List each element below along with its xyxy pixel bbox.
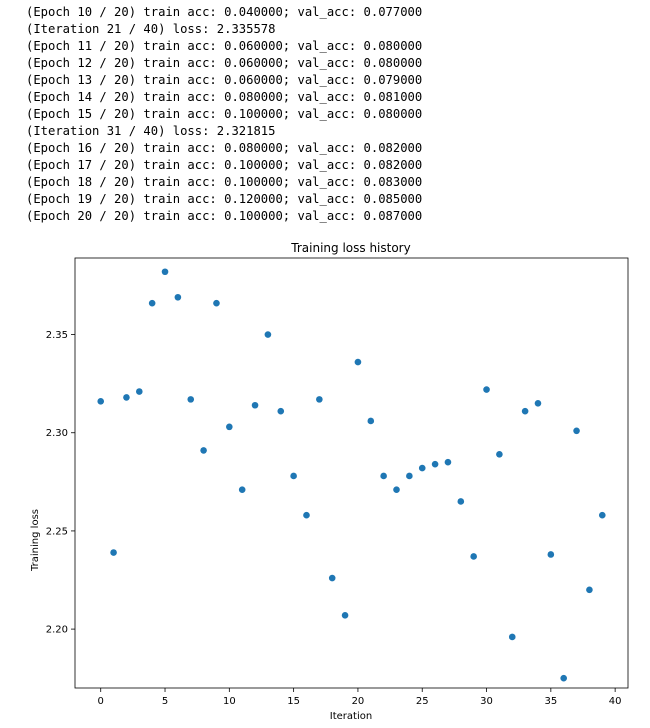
log-line: (Iteration 21 / 40) loss: 2.335578 [26, 22, 276, 36]
log-line: (Epoch 16 / 20) train acc: 0.080000; val… [26, 141, 423, 155]
data-point [97, 398, 105, 405]
data-point [444, 458, 452, 466]
data-point [534, 399, 542, 407]
data-point [264, 331, 272, 338]
log-line: (Epoch 12 / 20) train acc: 0.060000; val… [26, 56, 423, 70]
data-point [161, 268, 169, 276]
scatter-points [97, 268, 606, 682]
data-point [110, 549, 117, 556]
data-point [560, 674, 567, 682]
data-point [290, 472, 297, 480]
log-line: (Epoch 10 / 20) train acc: 0.040000; val… [26, 5, 423, 19]
x-tick-label: 0 [98, 696, 104, 707]
data-point [148, 299, 156, 307]
x-tick-label: 40 [609, 696, 622, 707]
data-point [238, 486, 246, 493]
x-tick-label: 35 [544, 696, 557, 707]
x-tick-label: 30 [480, 696, 493, 707]
data-point [406, 472, 413, 480]
data-point [277, 407, 285, 415]
y-tick-label: 2.20 [46, 625, 68, 636]
data-point [251, 401, 259, 409]
training-loss-chart: Training loss history 0 5 10 15 20 25 30 35 40 2… [30, 241, 629, 722]
data-point [573, 427, 580, 435]
log-line: (Epoch 18 / 20) train acc: 0.100000; val… [26, 175, 423, 189]
data-point [303, 511, 310, 519]
training-log-output: (Epoch 10 / 20) train acc: 0.040000; val… [26, 4, 422, 225]
data-point [136, 388, 143, 395]
x-tick-label: 25 [416, 696, 429, 707]
data-point [200, 447, 207, 454]
data-point [123, 394, 130, 401]
data-point [213, 299, 220, 307]
data-point [483, 386, 490, 393]
log-line: (Epoch 15 / 20) train acc: 0.100000; val… [26, 107, 423, 121]
data-point [174, 293, 182, 301]
data-point [418, 464, 426, 472]
log-line: (Iteration 31 / 40) loss: 2.321815 [26, 124, 276, 138]
y-tick-label: 2.35 [46, 330, 68, 341]
data-point [431, 460, 439, 468]
x-axis-label: Iteration [330, 711, 372, 722]
data-point [328, 574, 336, 582]
data-point [457, 498, 465, 505]
log-line: (Epoch 11 / 20) train acc: 0.060000; val… [26, 39, 423, 53]
data-point [316, 396, 323, 403]
y-axis-ticks: 2.20 2.25 2.30 2.35 [46, 330, 75, 636]
data-point [341, 612, 349, 619]
data-point [521, 407, 529, 415]
data-point [187, 396, 195, 403]
y-tick-label: 2.25 [46, 526, 68, 537]
log-line: (Epoch 14 / 20) train acc: 0.080000; val… [26, 90, 423, 104]
log-line: (Epoch 13 / 20) train acc: 0.060000; val… [26, 73, 423, 87]
y-axis-label: Training loss [30, 509, 41, 572]
data-point [470, 553, 477, 560]
data-point [586, 586, 593, 594]
data-point [354, 358, 362, 366]
data-point [598, 511, 606, 519]
log-line: (Epoch 19 / 20) train acc: 0.120000; val… [26, 192, 423, 206]
data-point [496, 451, 503, 458]
x-tick-label: 20 [352, 696, 365, 707]
log-line: (Epoch 20 / 20) train acc: 0.100000; val… [26, 209, 423, 223]
x-tick-label: 10 [223, 696, 236, 707]
data-point [367, 417, 375, 425]
x-axis-ticks: 0 5 10 15 20 25 30 35 40 [98, 688, 622, 707]
plot-area-frame [74, 257, 629, 689]
data-point [226, 423, 233, 431]
data-point [547, 551, 555, 558]
chart-title: Training loss history [290, 241, 410, 255]
log-line: (Epoch 17 / 20) train acc: 0.100000; val… [26, 158, 423, 172]
x-tick-label: 15 [287, 696, 300, 707]
data-point [508, 633, 516, 641]
x-tick-label: 5 [162, 696, 168, 707]
y-tick-label: 2.30 [46, 428, 68, 439]
data-point [380, 472, 387, 480]
data-point [393, 486, 400, 493]
